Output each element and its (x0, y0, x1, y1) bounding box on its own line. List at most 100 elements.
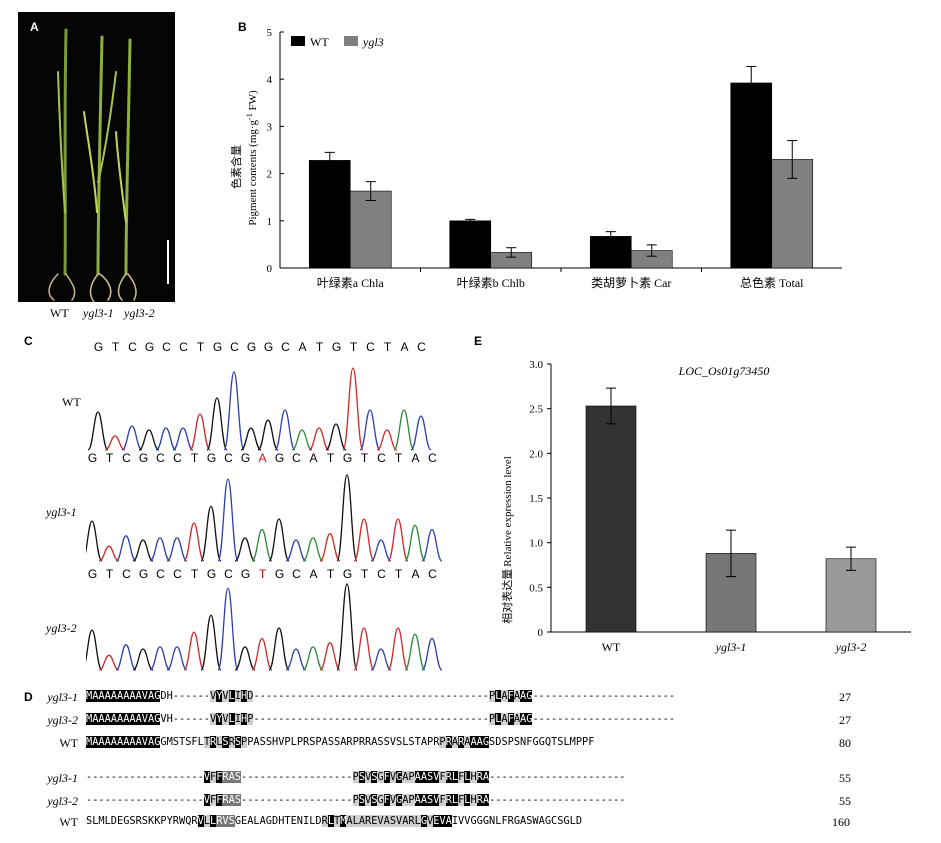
base-letter: C (428, 567, 437, 581)
alignment-segment: AG (520, 713, 533, 725)
alignment-segment: F (439, 771, 446, 783)
alignment-segment: AP (402, 771, 415, 783)
expression-ylabel-cn: 相对表达量 (500, 569, 514, 624)
expression-ytick-label: 1.0 (529, 538, 543, 550)
alignment-segment: F (383, 794, 390, 806)
base-letter: C (366, 340, 375, 354)
alignment-segment: T (334, 815, 341, 827)
chromatogram-peak (251, 528, 273, 562)
align-name-4: ygl3-1 (47, 771, 78, 785)
pigment-ytick-label: 3 (267, 121, 273, 133)
trace-label-wt: WT (62, 395, 81, 409)
alignment-segment: R (228, 736, 235, 748)
base-letter: C (428, 451, 437, 465)
alignment-segment: F (439, 794, 446, 806)
alignment-segment: ----------------------- (532, 690, 676, 702)
alignment-segment: P (489, 713, 496, 725)
base-letter: C (377, 451, 386, 465)
alignment-row: MAAAAAAAAVAGGMSTSFLTRLSRSPPASSHVPLPRSPAS… (86, 735, 594, 749)
alignment-segment: G (377, 794, 384, 806)
pigment-ytick-label: 4 (267, 74, 273, 86)
alignment-segment: RA (476, 771, 490, 783)
alignment-segment: RAS (222, 771, 242, 783)
alignment-segment: H (470, 771, 477, 783)
alignment-segment: I (234, 713, 242, 725)
alignment-segment: A (513, 690, 521, 702)
alignment-segment: V (203, 771, 210, 783)
panel-c-letter: C (24, 334, 33, 348)
chromatogram-peak (172, 427, 194, 451)
pigment-chart: 0 1 2 3 4 5 叶绿素a Chla 叶绿素b Chlb 类胡萝卜素 Car 总色素 Tot… (229, 27, 842, 290)
alignment-segment: S (358, 794, 366, 806)
expression-category-label: ygl3-2 (835, 640, 867, 654)
pigment-bar (449, 220, 492, 269)
chromatogram-peak (86, 629, 103, 671)
chromatogram-peak (115, 644, 137, 671)
pigment-ylabel-tail: FW) (247, 90, 259, 113)
chromatogram-peak (132, 539, 154, 562)
pigment-ylabel-main: Pigment contents (mg·g (247, 119, 259, 225)
chromatogram-peak (285, 539, 307, 562)
alignment-segment: H (241, 713, 248, 725)
chromatogram-peak (274, 409, 296, 451)
alignment-segment: R (321, 815, 328, 827)
align-name-1: ygl3-1 (47, 690, 78, 704)
alignment-segment: R (445, 736, 452, 748)
alignment-segment: AP (402, 794, 415, 806)
base-letter: G (240, 567, 251, 581)
base-letter: T (326, 451, 335, 465)
chromatogram-peak (87, 411, 109, 451)
alignment-segment: V (389, 794, 397, 806)
alignment-segment: L (464, 771, 471, 783)
base-letter: C (224, 567, 233, 581)
chromatogram-peak (359, 409, 381, 451)
align-name-3: WT (59, 736, 78, 750)
align-num-2: 27 (839, 713, 851, 727)
chromatogram-peak (149, 646, 171, 671)
chromatogram-peak (121, 425, 143, 451)
alignment-segment: L (216, 736, 223, 748)
trace-label-ygl3-2: ygl3-2 (46, 621, 77, 635)
alignment-segment: S (371, 771, 378, 783)
base-letter: T (190, 451, 199, 465)
base-letter: G (206, 567, 217, 581)
expression-chart-plot: 0 0.5 1.0 1.5 2.0 2.5 3.0 WT ygl3-1 ygl3-2 (529, 359, 911, 654)
panel-b-letter: B (238, 20, 247, 34)
expression-bar (585, 405, 637, 633)
base-letter: A (309, 451, 318, 465)
pigment-ytick-label: 1 (267, 216, 273, 228)
base-letter: C (156, 451, 165, 465)
base-letter: G (138, 451, 149, 465)
chromatogram-peak (370, 539, 392, 562)
alignment-segment: G (396, 771, 403, 783)
seedling-illustration (48, 28, 169, 303)
alignment-segment: F (458, 794, 465, 806)
base-letter: C (162, 340, 171, 354)
base-letter: T (349, 340, 358, 354)
base-letter: A (411, 567, 420, 581)
expression-ytick-label: 0 (538, 627, 544, 639)
alignment-segment: R (458, 736, 465, 748)
chromatogram-peak (98, 654, 120, 671)
label-ygl3-2: ygl3-2 (124, 306, 155, 320)
chromatogram-peak (189, 413, 211, 451)
alignment-segment: F (507, 713, 514, 725)
alignment-segment: MAAAAAAAAVAG (86, 736, 161, 748)
alignment-segment: F (216, 794, 223, 806)
base-letter: C (230, 340, 239, 354)
align-num-4: 55 (839, 771, 851, 785)
legend-ygl3-swatch (344, 36, 358, 46)
base-letter: C (173, 567, 182, 581)
align-num-6: 160 (832, 815, 850, 829)
alignment-segment: MAAAAAAAAVAG (86, 713, 161, 725)
expression-ytick-label: 2.0 (529, 448, 543, 460)
alignment-segment: A (451, 736, 459, 748)
chromatogram-peak (223, 371, 245, 451)
alignment-segment: L (210, 815, 217, 827)
chromatogram-peak (206, 397, 228, 451)
alignment-segment: RA (476, 794, 490, 806)
base-letter: G (87, 567, 98, 581)
chromatogram-peak (138, 429, 160, 451)
base-letter: G (246, 340, 257, 354)
